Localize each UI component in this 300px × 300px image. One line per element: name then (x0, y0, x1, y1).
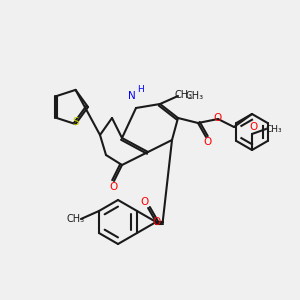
Text: O: O (249, 122, 257, 132)
Text: O: O (214, 113, 222, 123)
Text: O: O (110, 182, 118, 192)
Text: N: N (128, 91, 136, 101)
Text: O: O (140, 197, 148, 207)
Text: CH₃: CH₃ (185, 91, 203, 101)
Text: O: O (204, 137, 212, 147)
Text: O: O (152, 217, 160, 227)
Text: S: S (72, 117, 79, 127)
Text: H: H (138, 85, 144, 94)
Text: CH₃: CH₃ (67, 214, 85, 224)
Text: CH₃: CH₃ (266, 124, 282, 134)
Text: CH₃: CH₃ (175, 90, 193, 100)
